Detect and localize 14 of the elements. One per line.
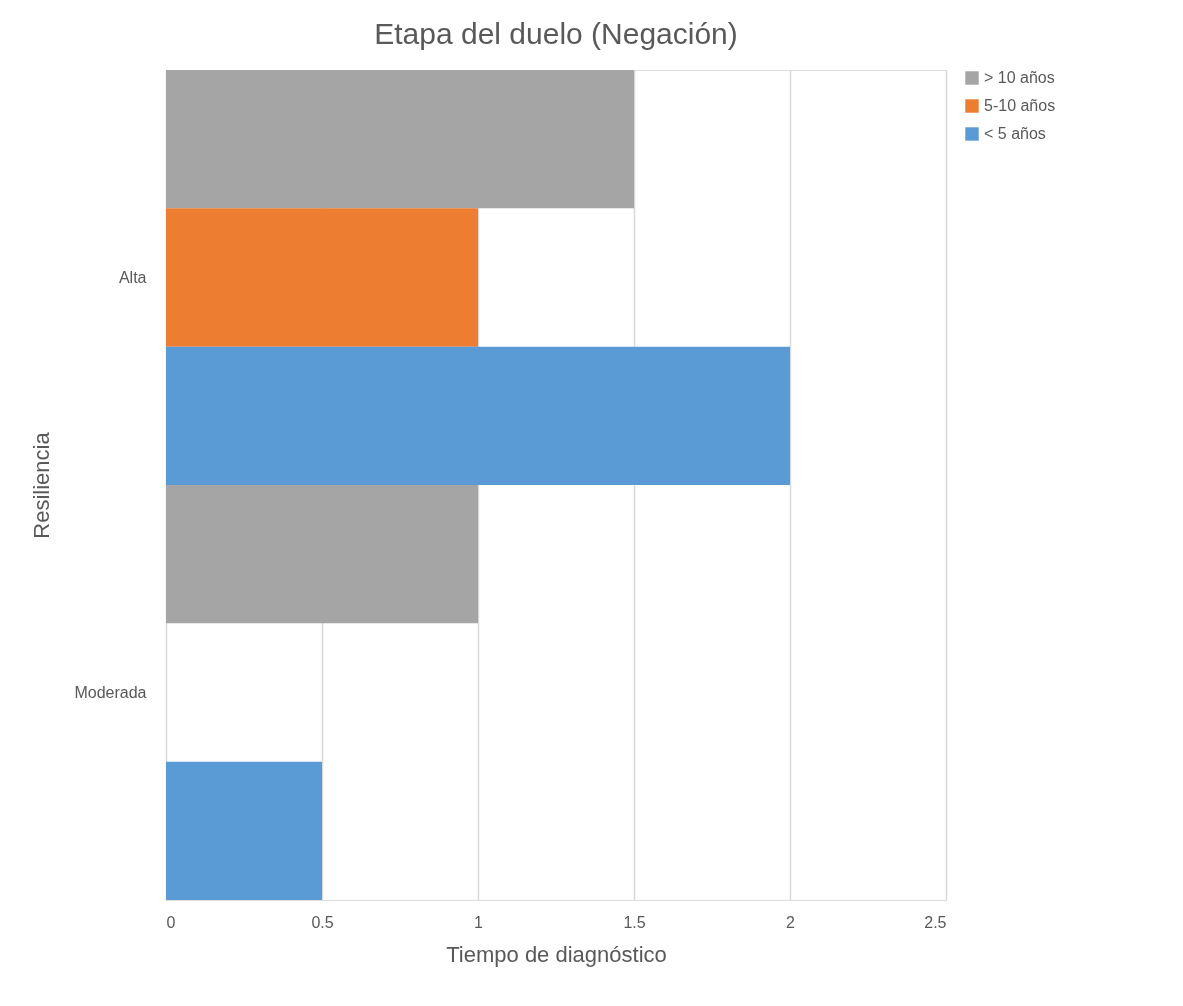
x-axis-title: Tiempo de diagnóstico — [446, 941, 667, 967]
x-tick-label: 0 — [166, 913, 176, 931]
legend-label: > 10 años — [984, 69, 1055, 86]
x-tick-label: 1 — [474, 913, 484, 931]
y-axis-title: Resiliencia — [29, 431, 55, 539]
y-tick-label: Moderada — [74, 683, 147, 701]
x-tick-label: 1.5 — [623, 913, 646, 931]
y-tick-label: Alta — [118, 268, 147, 286]
legend-label: 5-10 años — [984, 97, 1056, 114]
chart-title: Etapa del duelo (Negación) — [374, 17, 738, 50]
x-tick-label: 0.5 — [311, 913, 334, 931]
x-tick-label: 2.5 — [924, 913, 947, 931]
legend-label: < 5 años — [984, 125, 1046, 142]
x-tick-label: 2 — [786, 913, 796, 931]
